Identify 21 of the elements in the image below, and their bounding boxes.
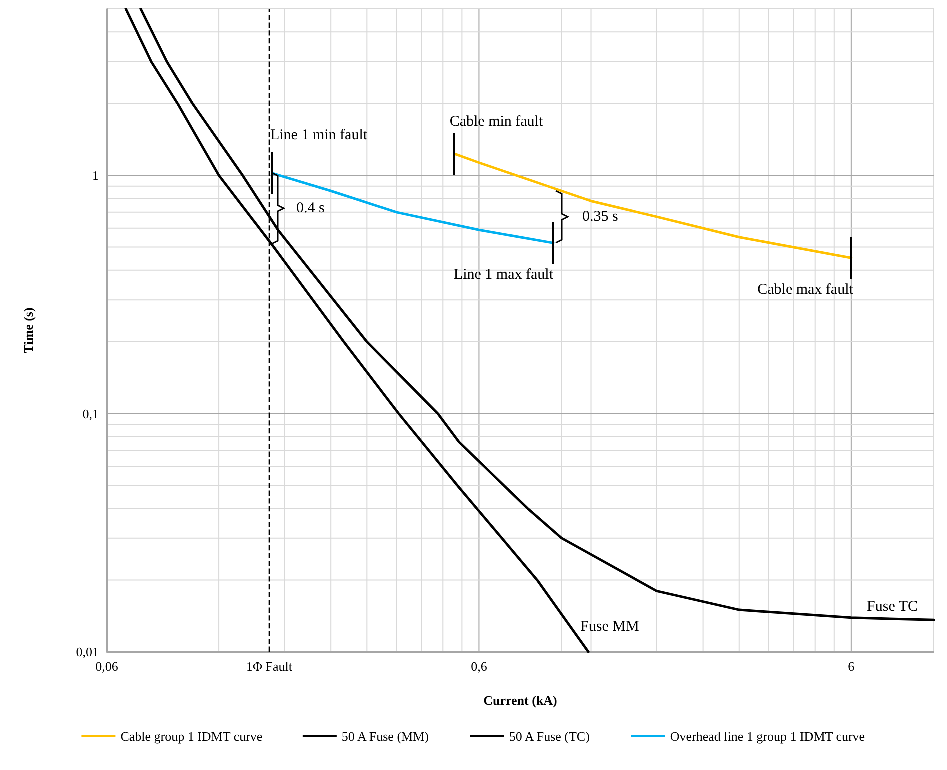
annotation: 0.4 s <box>296 200 325 216</box>
x-axis-title: Current (kA) <box>484 693 558 708</box>
y-axis-title: Time (s) <box>21 308 36 354</box>
annotation: Fuse TC <box>867 599 918 616</box>
annotation: Cable max fault <box>758 282 854 298</box>
ref-line-label: 1Φ Fault <box>246 659 293 674</box>
x-tick-label: 0,6 <box>471 659 488 674</box>
y-tick-label: 0,1 <box>82 406 99 422</box>
y-tick-label: 1 <box>92 168 99 184</box>
legend-label: 50 A Fuse (TC) <box>509 729 590 744</box>
annotation: Cable min fault <box>450 114 544 130</box>
x-tick-label: 6 <box>848 659 856 674</box>
annotation: 0.35 s <box>582 209 618 226</box>
y-tick-label: 0,01 <box>76 644 99 660</box>
legend-label: Overhead line 1 group 1 IDMT curve <box>670 729 866 744</box>
x-tick-label: 0,06 <box>96 659 119 674</box>
annotation: Line 1 min fault <box>270 127 368 144</box>
annotation: Fuse MM <box>580 619 640 635</box>
legend-label: Cable group 1 IDMT curve <box>120 729 263 744</box>
legend-label: 50 A Fuse (MM) <box>342 729 429 744</box>
annotation: Line 1 max fault <box>454 267 554 284</box>
